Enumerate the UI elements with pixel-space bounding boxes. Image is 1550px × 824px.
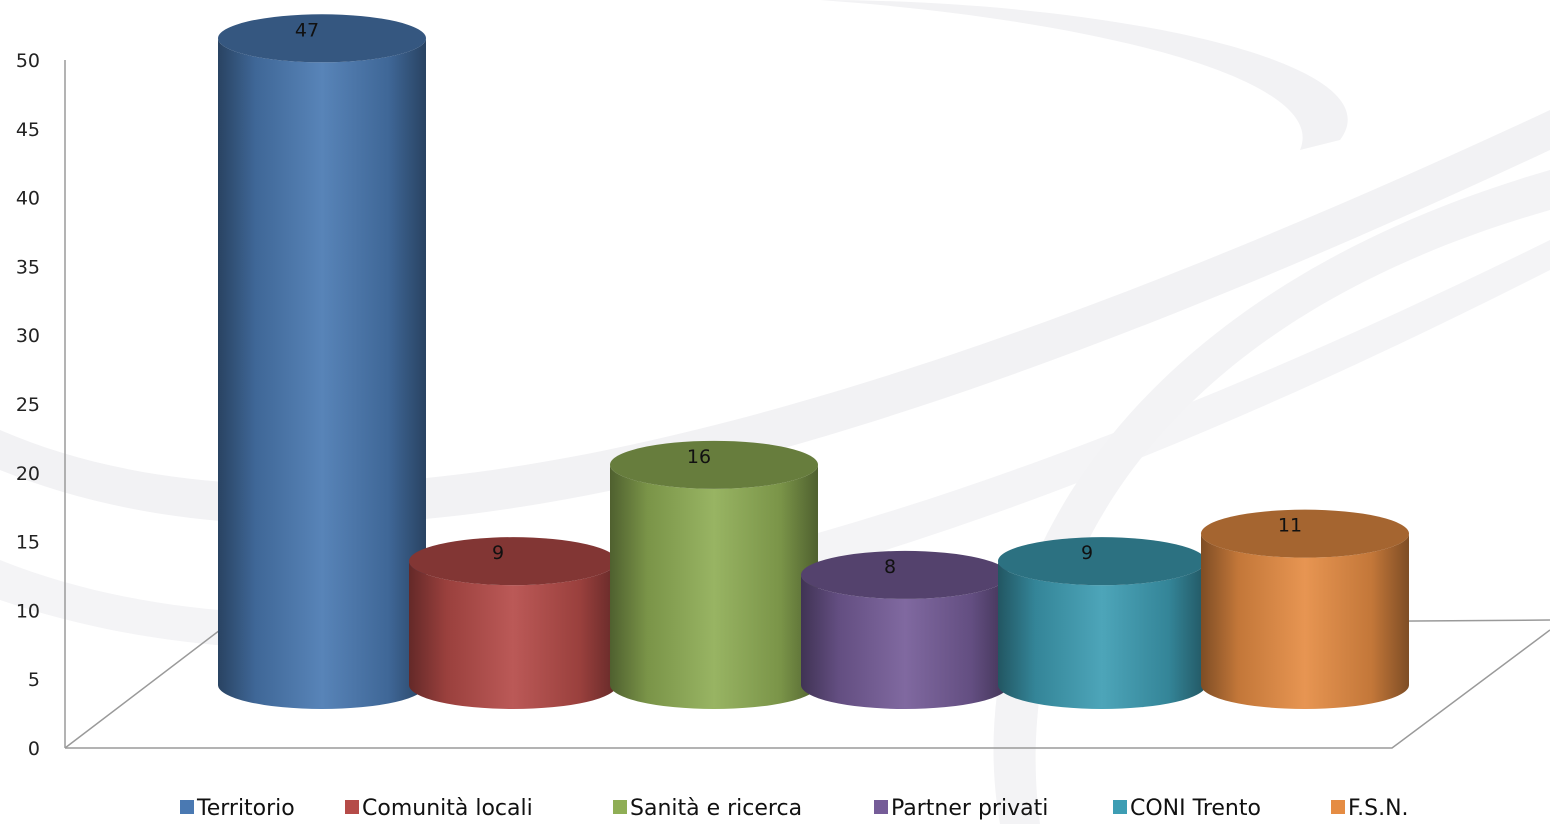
bar-body — [1201, 533, 1409, 709]
bar-body — [610, 464, 818, 709]
legend-item-5: F.S.N. — [1331, 796, 1409, 821]
y-tick-label: 5 — [28, 669, 40, 691]
legend-label: Partner privati — [891, 796, 1048, 821]
data-label: 9 — [1081, 542, 1093, 564]
legend-item-3: Partner privati — [874, 796, 1048, 821]
y-tick-label: 10 — [16, 600, 40, 622]
bar-top — [1201, 509, 1409, 558]
legend-label: Territorio — [196, 796, 295, 821]
data-labels: 47 9 16 8 9 11 — [295, 19, 1302, 578]
y-tick-label: 35 — [16, 256, 40, 278]
bar-4 — [998, 537, 1206, 709]
bar-top — [998, 537, 1206, 586]
y-axis-labels: 0 5 10 15 20 25 30 35 40 45 50 — [16, 50, 40, 760]
y-tick-label: 25 — [16, 394, 40, 416]
legend-item-0: Territorio — [180, 796, 295, 821]
y-tick-label: 45 — [16, 119, 40, 141]
data-label: 8 — [884, 556, 896, 578]
y-tick-label: 30 — [16, 325, 40, 347]
data-label: 16 — [687, 446, 711, 468]
y-tick-label: 50 — [16, 50, 40, 72]
y-tick-label: 0 — [28, 738, 40, 760]
bar-1 — [409, 537, 617, 709]
data-label: 9 — [492, 542, 504, 564]
bar-top — [409, 537, 617, 586]
legend-label: Sanità e ricerca — [630, 796, 802, 821]
bar-top — [801, 550, 1009, 599]
y-tick-label: 20 — [16, 463, 40, 485]
legend-swatch — [1113, 800, 1127, 814]
data-label: 11 — [1278, 515, 1302, 537]
legend-swatch — [345, 800, 359, 814]
legend-label: Comunità locali — [362, 796, 533, 821]
floor-front-edge — [65, 629, 1550, 749]
legend-swatch — [613, 800, 627, 814]
legend-label: CONI Trento — [1130, 796, 1261, 821]
bar-body — [218, 38, 426, 709]
bar-0 — [218, 14, 426, 709]
legend-item-4: CONI Trento — [1113, 796, 1261, 821]
bar-body — [801, 574, 1009, 709]
y-tick-label: 40 — [16, 188, 40, 210]
bar-3 — [801, 550, 1009, 709]
legend-label: F.S.N. — [1348, 796, 1409, 821]
data-label: 47 — [295, 19, 319, 41]
bar-5 — [1201, 509, 1409, 709]
legend: Territorio Comunità locali Sanità e ricerc… — [180, 796, 1409, 821]
legend-swatch — [180, 800, 194, 814]
bars — [218, 14, 1409, 709]
bar-body — [998, 561, 1206, 709]
bar-top — [218, 14, 426, 63]
legend-swatch — [1331, 800, 1345, 814]
legend-item-1: Comunità locali — [345, 796, 533, 821]
legend-item-2: Sanità e ricerca — [613, 796, 802, 821]
legend-swatch — [874, 800, 888, 814]
bar-top — [610, 440, 818, 489]
bar-2 — [610, 440, 818, 709]
bar-body — [409, 561, 617, 709]
y-tick-label: 15 — [16, 532, 40, 554]
